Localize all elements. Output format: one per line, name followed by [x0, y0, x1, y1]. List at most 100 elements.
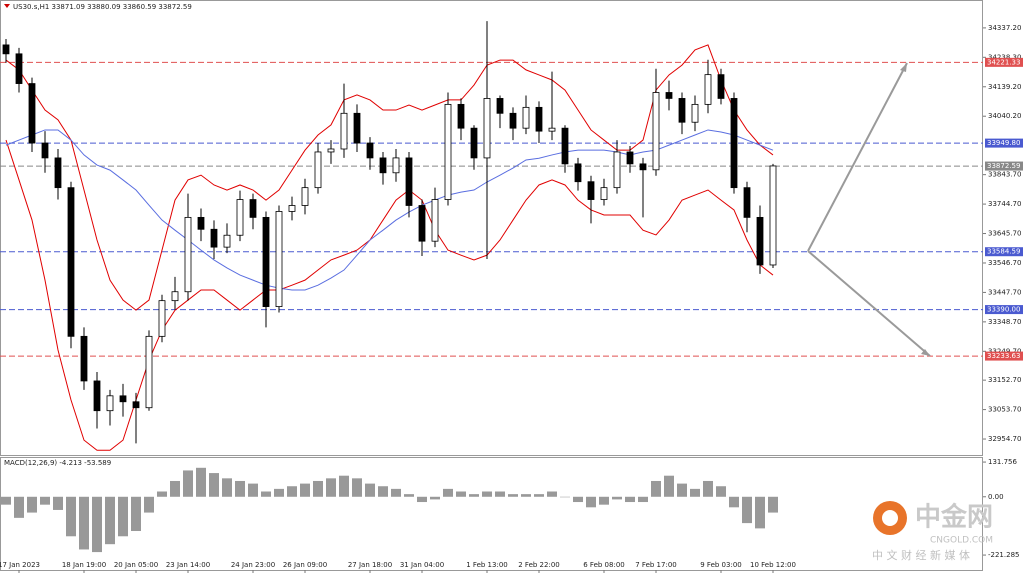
candle-body [288, 205, 296, 212]
macd-bar [326, 478, 336, 497]
level-tag [985, 305, 1023, 315]
logo-inner [882, 510, 898, 526]
y-tick-label: 33546.70 [988, 259, 1021, 267]
x-tick-label: 23 Jan 14:00 [166, 561, 210, 569]
macd-bar [443, 488, 453, 497]
candle-body [2, 44, 10, 55]
main-panel [0, 0, 983, 456]
macd-bar [534, 494, 544, 497]
macd-title: MACD(12,26,9) -4.213 -53.589 [4, 459, 111, 467]
macd-bar [300, 483, 310, 497]
macd-bar [521, 494, 531, 497]
macd-bar [742, 496, 752, 524]
watermark-slogan: 中 文 财 经 新 媒 体 [872, 548, 970, 562]
candle-body [340, 112, 348, 150]
macd-bar [235, 480, 245, 497]
candle-body [379, 157, 387, 174]
candle-body [275, 211, 283, 308]
y-tick-label: 33447.70 [988, 288, 1021, 296]
candle-body [145, 335, 153, 409]
candle-body [327, 148, 335, 153]
candle-body [106, 395, 114, 412]
y-tick-label: 33152.70 [988, 376, 1021, 384]
candle-body [54, 157, 62, 189]
candle-body [496, 98, 504, 114]
candle-body [314, 151, 322, 189]
macd-bar [313, 480, 323, 497]
candle-body [678, 98, 686, 123]
candle-body [210, 228, 218, 248]
y-tick-label: 33348.70 [988, 318, 1021, 326]
level-tag [985, 351, 1023, 361]
candle-body [236, 199, 244, 236]
macd-bar [196, 467, 206, 497]
candle-body [548, 127, 556, 132]
x-tick-label: 24 Jan 23:00 [231, 561, 275, 569]
watermark-site: CNGOLD.COM [930, 536, 993, 546]
macd-bar [365, 483, 375, 497]
level-label: 33949.80 [987, 139, 1020, 147]
macd-bar [612, 496, 622, 500]
x-tick-label: 1 Feb 13:00 [466, 561, 507, 569]
macd-bar [339, 475, 349, 497]
level-tag [985, 247, 1023, 257]
candle-body [600, 187, 608, 200]
macd-bar [651, 480, 661, 497]
macd-bar [144, 496, 154, 513]
macd-bar [14, 496, 24, 518]
level-label: 34221.33 [987, 58, 1020, 66]
x-tick-label: 31 Jan 04:00 [400, 561, 444, 569]
candle-body [652, 92, 660, 171]
candle-body [15, 53, 23, 84]
level-label: 33233.63 [987, 352, 1020, 360]
x-tick-label: 9 Feb 03:00 [700, 561, 741, 569]
level-tag [985, 161, 1023, 171]
candle-body [418, 205, 426, 242]
macd-bar [157, 491, 167, 497]
macd-bar [248, 483, 258, 497]
macd-bar [638, 496, 648, 503]
upper-line [5, 44, 774, 311]
macd-bar [1, 496, 11, 505]
macd-bar [170, 480, 180, 497]
macd-bar [495, 491, 505, 497]
macd-bar [92, 496, 102, 553]
x-tick-label: 10 Feb 12:00 [750, 561, 796, 569]
x-tick-label: 6 Feb 08:00 [583, 561, 624, 569]
candle-body [28, 83, 36, 144]
candle-body [41, 142, 49, 159]
macd-bar [378, 486, 388, 497]
macd-bar [352, 478, 362, 497]
macd-bar [768, 496, 778, 513]
candle-body [587, 181, 595, 200]
x-tick-label: 26 Jan 09:00 [283, 561, 327, 569]
macd-bar [209, 473, 219, 497]
macd-bar [222, 478, 232, 497]
candle-body [353, 112, 361, 144]
y-tick-label: 33843.70 [988, 171, 1021, 179]
level-tag [985, 57, 1023, 67]
macd-bar [391, 488, 401, 497]
level-label: 33872.59 [987, 162, 1020, 170]
candle-body [483, 98, 491, 159]
macd-bar [261, 491, 271, 497]
macd-bar [430, 496, 440, 500]
macd-bar [53, 496, 63, 510]
macd-bar [664, 475, 674, 497]
macd-bar [625, 496, 635, 503]
macd-bar [547, 491, 557, 497]
candle-body [301, 187, 309, 206]
macd-bar [482, 491, 492, 497]
candle-body [730, 98, 738, 189]
x-tick-label: 7 Feb 17:00 [635, 561, 676, 569]
candle-body [171, 291, 179, 302]
macd-bar [404, 494, 414, 497]
macd-bar [469, 494, 479, 497]
y-tick-label: 34238.30 [988, 53, 1021, 61]
macd-bar [105, 496, 115, 545]
candle-body [392, 157, 400, 174]
macd-bar [27, 496, 37, 513]
macd-tick-label: 131.756 [988, 458, 1017, 466]
candle-body [574, 163, 582, 183]
